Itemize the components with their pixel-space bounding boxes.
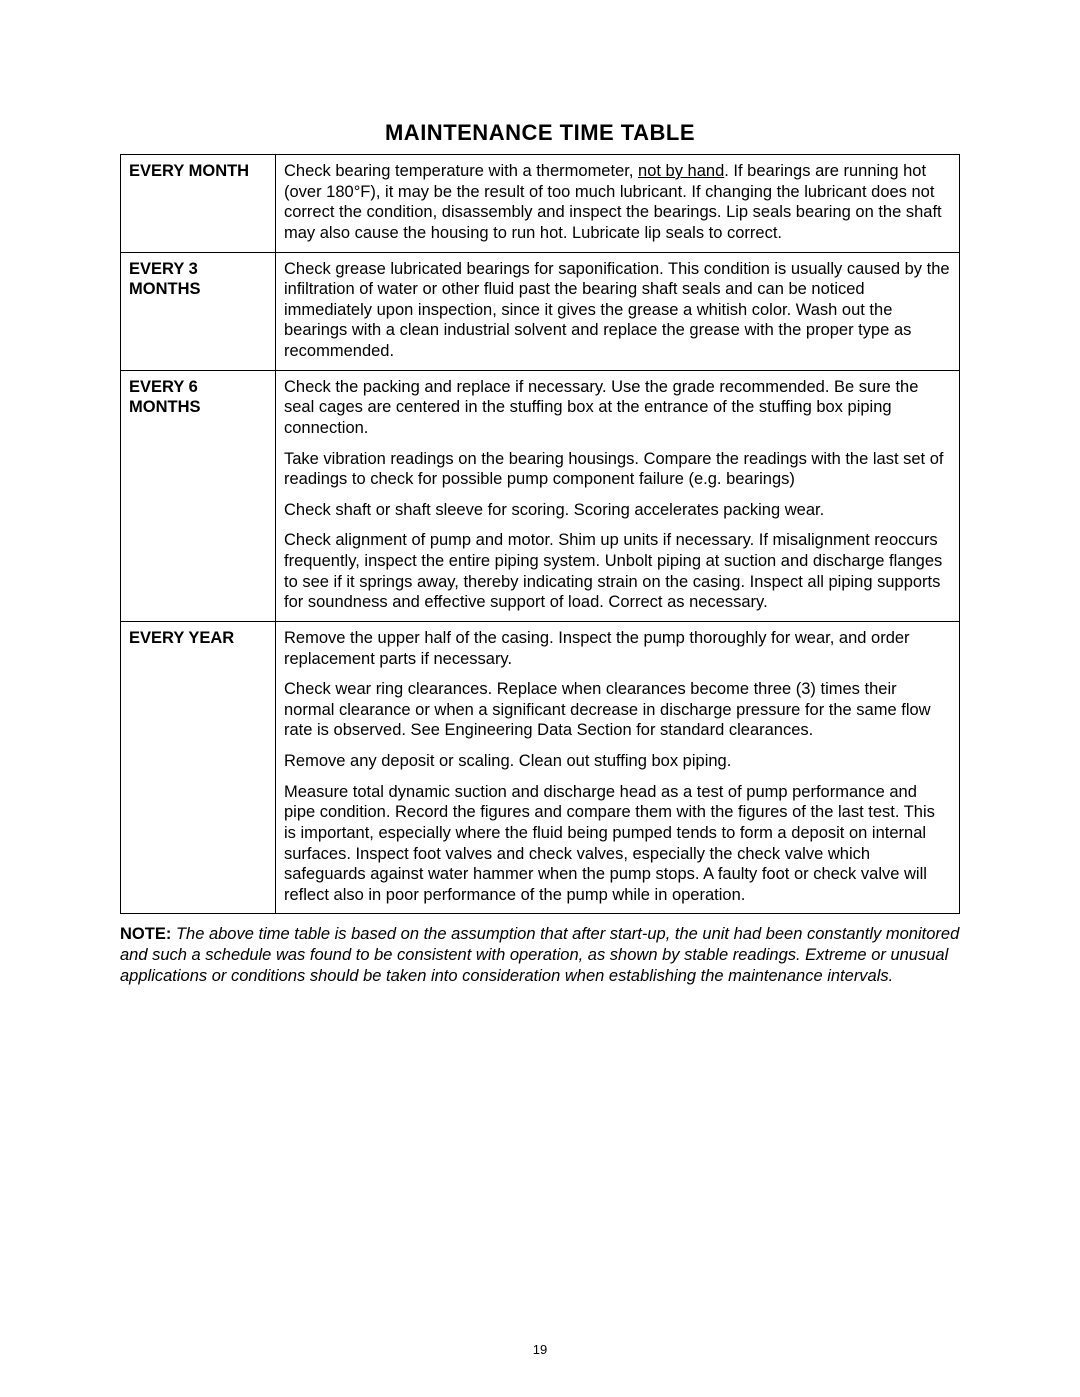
maintenance-table-body: EVERY MONTH Check bearing temperature wi… bbox=[121, 155, 960, 914]
table-row: EVERY MONTH Check bearing temperature wi… bbox=[121, 155, 960, 253]
page: MAINTENANCE TIME TABLE EVERY MONTH Check… bbox=[0, 0, 1080, 1397]
interval-body: Check bearing temperature with a thermom… bbox=[276, 155, 960, 253]
table-row: EVERY YEAR Remove the upper half of the … bbox=[121, 621, 960, 914]
note-label: NOTE: bbox=[120, 925, 171, 943]
maintenance-paragraph: Take vibration readings on the bearing h… bbox=[284, 449, 951, 490]
page-number: 19 bbox=[0, 1342, 1080, 1357]
interval-label: EVERY 6 MONTHS bbox=[121, 370, 276, 621]
maintenance-paragraph: Check grease lubricated bearings for sap… bbox=[284, 259, 951, 362]
note: NOTE: The above time table is based on t… bbox=[120, 924, 960, 986]
table-row: EVERY 3 MONTHS Check grease lubricated b… bbox=[121, 252, 960, 370]
maintenance-paragraph: Check alignment of pump and motor. Shim … bbox=[284, 530, 951, 613]
maintenance-paragraph: Remove the upper half of the casing. Ins… bbox=[284, 628, 951, 669]
interval-body: Check grease lubricated bearings for sap… bbox=[276, 252, 960, 370]
interval-label: EVERY MONTH bbox=[121, 155, 276, 253]
maintenance-table: EVERY MONTH Check bearing temperature wi… bbox=[120, 154, 960, 914]
table-row: EVERY 6 MONTHS Check the packing and rep… bbox=[121, 370, 960, 621]
underlined-text: not by hand bbox=[638, 162, 724, 180]
maintenance-paragraph: Measure total dynamic suction and discha… bbox=[284, 782, 951, 906]
maintenance-paragraph: Check bearing temperature with a thermom… bbox=[284, 161, 951, 244]
note-body: The above time table is based on the ass… bbox=[120, 925, 959, 984]
maintenance-paragraph: Remove any deposit or scaling. Clean out… bbox=[284, 751, 951, 772]
interval-body: Check the packing and replace if necessa… bbox=[276, 370, 960, 621]
page-title: MAINTENANCE TIME TABLE bbox=[120, 120, 960, 146]
maintenance-paragraph: Check shaft or shaft sleeve for scoring.… bbox=[284, 500, 951, 521]
text: Check bearing temperature with a thermom… bbox=[284, 162, 638, 180]
interval-label: EVERY YEAR bbox=[121, 621, 276, 914]
interval-label: EVERY 3 MONTHS bbox=[121, 252, 276, 370]
interval-body: Remove the upper half of the casing. Ins… bbox=[276, 621, 960, 914]
maintenance-paragraph: Check the packing and replace if necessa… bbox=[284, 377, 951, 439]
maintenance-paragraph: Check wear ring clearances. Replace when… bbox=[284, 679, 951, 741]
